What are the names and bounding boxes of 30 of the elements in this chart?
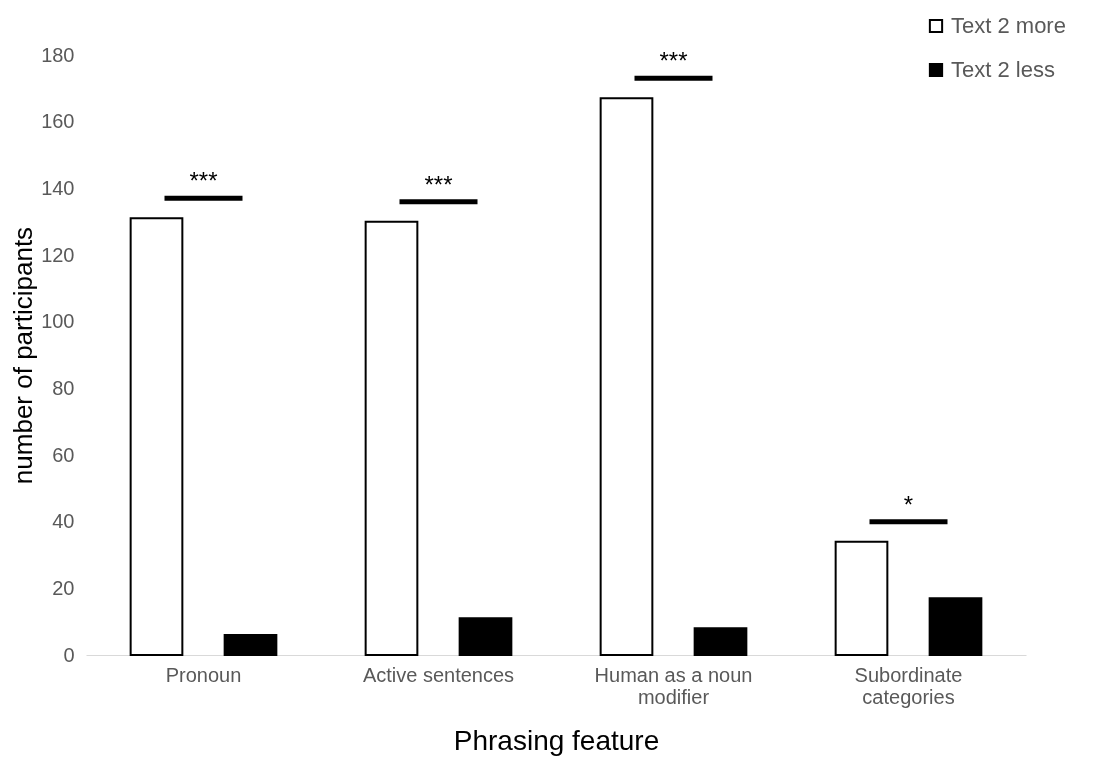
bar xyxy=(223,634,278,656)
y-tick-label: 40 xyxy=(52,510,75,533)
y-tick-label: 160 xyxy=(41,110,75,133)
bar xyxy=(928,597,983,656)
x-tick-label: Pronoun xyxy=(165,663,242,686)
x-tick-label: Subordinate categories xyxy=(854,663,963,708)
y-tick-label: 140 xyxy=(41,176,75,199)
annotation: *** xyxy=(424,170,453,198)
bar xyxy=(458,617,513,656)
annotation: *** xyxy=(659,47,688,75)
bar xyxy=(129,217,184,656)
bar xyxy=(364,220,419,656)
annotation: * xyxy=(903,490,914,518)
annotation: *** xyxy=(189,167,218,195)
bar xyxy=(693,627,748,656)
bar xyxy=(834,540,889,656)
y-tick-label: 180 xyxy=(41,43,75,66)
x-tick-label: Human as a noun modifier xyxy=(594,663,753,708)
legend-label: Text 2 less xyxy=(951,57,1055,82)
y-tick-label: 60 xyxy=(52,443,75,466)
y-tick-label: 20 xyxy=(52,576,75,599)
y-tick-label: 80 xyxy=(52,376,75,399)
y-tick-label: 0 xyxy=(63,643,75,666)
y-axis-title: number of participants xyxy=(8,226,39,485)
y-tick-label: 100 xyxy=(41,310,75,333)
legend-label: Text 2 more xyxy=(951,13,1066,38)
x-axis-title: Phrasing feature xyxy=(453,724,660,756)
y-tick-label: 120 xyxy=(41,243,75,266)
x-tick-label: Active sentences xyxy=(362,663,515,686)
bar xyxy=(599,97,654,656)
